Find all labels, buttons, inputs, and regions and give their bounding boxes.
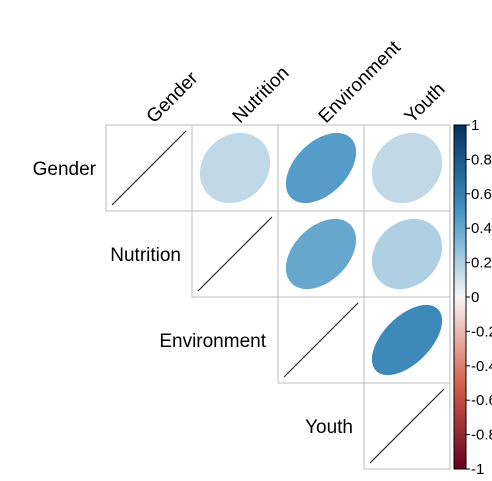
- colorbar-ticks: 1 0.8 0.6 0.4 0.2 0 -0.2 -0.4 -0.6 -0.8 -1: [466, 117, 492, 478]
- col-label-gender: Gender: [143, 67, 203, 127]
- colorbar-tick-label: -0.6: [471, 392, 492, 409]
- colorbar-gradient: [453, 124, 467, 470]
- col-label-youth: Youth: [401, 79, 450, 128]
- ellipse-nutrition-environment: [285, 218, 357, 290]
- colorbar-tick-label: 0.6: [471, 186, 492, 203]
- colorbar-tick-label: -0.2: [471, 323, 492, 340]
- row-label-environment: Environment: [159, 331, 266, 352]
- row-label-nutrition: Nutrition: [110, 245, 181, 266]
- row-label-youth: Youth: [305, 417, 353, 438]
- colorbar-tick-label: 0.2: [471, 255, 492, 272]
- col-label-nutrition: Nutrition: [229, 63, 294, 128]
- row-labels: Gender Nutrition Environment Youth: [33, 159, 353, 438]
- colorbar-tick-label: -0.4: [471, 358, 492, 375]
- diagonal-line-environment: [283, 302, 359, 378]
- diagonal-line-gender: [111, 130, 187, 206]
- colorbar-tick-label: 1: [471, 117, 479, 134]
- diagonal-layer: [111, 130, 445, 464]
- ellipse-gender-youth: [371, 132, 443, 204]
- colorbar-tick-label: 0.8: [471, 151, 492, 168]
- diagonal-line-nutrition: [197, 216, 273, 292]
- column-labels: Gender Nutrition Environment Youth: [143, 37, 450, 128]
- ellipse-environment-youth: [371, 304, 443, 376]
- colorbar-tick-label: -0.8: [471, 427, 492, 444]
- row-label-gender: Gender: [33, 159, 97, 180]
- ellipse-gender-environment: [285, 132, 357, 204]
- colorbar-tick-label: -1: [471, 461, 484, 478]
- colorbar: 1 0.8 0.6 0.4 0.2 0 -0.2 -0.4 -0.6 -0.8 -1: [453, 117, 492, 478]
- ellipse-nutrition-youth: [371, 218, 443, 290]
- col-label-environment: Environment: [315, 37, 406, 128]
- diagonal-line-youth: [369, 388, 445, 464]
- colorbar-tick-label: 0: [471, 289, 479, 306]
- ellipse-layer: [199, 132, 443, 376]
- colorbar-tick-label: 0.4: [471, 220, 492, 237]
- ellipse-gender-nutrition: [199, 132, 271, 204]
